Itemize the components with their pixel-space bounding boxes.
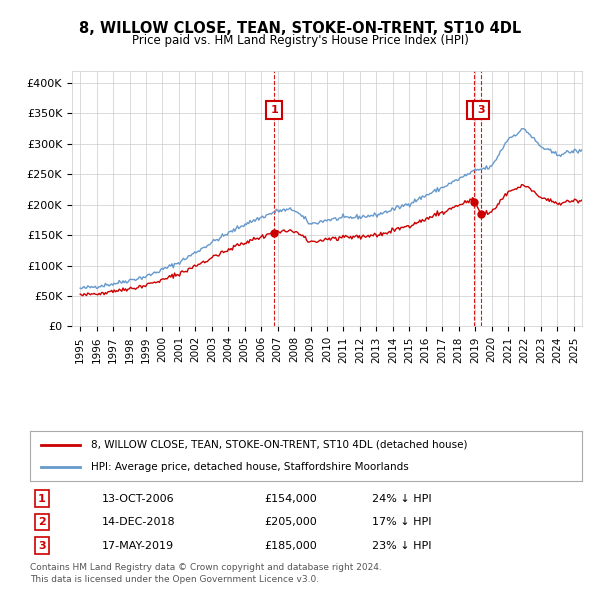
Text: 3: 3 (478, 106, 485, 116)
Text: 17-MAY-2019: 17-MAY-2019 (102, 541, 174, 550)
Text: £185,000: £185,000 (264, 541, 317, 550)
Text: £205,000: £205,000 (264, 517, 317, 527)
Text: 23% ↓ HPI: 23% ↓ HPI (372, 541, 431, 550)
Text: 1: 1 (271, 106, 278, 116)
Text: 13-OCT-2006: 13-OCT-2006 (102, 494, 175, 503)
Text: 2: 2 (470, 106, 478, 116)
Text: £154,000: £154,000 (264, 494, 317, 503)
Text: 1: 1 (38, 494, 46, 503)
Text: 17% ↓ HPI: 17% ↓ HPI (372, 517, 431, 527)
Text: 3: 3 (38, 541, 46, 550)
Text: 2: 2 (38, 517, 46, 527)
Text: HPI: Average price, detached house, Staffordshire Moorlands: HPI: Average price, detached house, Staf… (91, 462, 409, 472)
Text: 24% ↓ HPI: 24% ↓ HPI (372, 494, 431, 503)
Text: 8, WILLOW CLOSE, TEAN, STOKE-ON-TRENT, ST10 4DL (detached house): 8, WILLOW CLOSE, TEAN, STOKE-ON-TRENT, S… (91, 440, 467, 450)
Text: 14-DEC-2018: 14-DEC-2018 (102, 517, 176, 527)
Text: Price paid vs. HM Land Registry's House Price Index (HPI): Price paid vs. HM Land Registry's House … (131, 34, 469, 47)
Text: 8, WILLOW CLOSE, TEAN, STOKE-ON-TRENT, ST10 4DL: 8, WILLOW CLOSE, TEAN, STOKE-ON-TRENT, S… (79, 21, 521, 35)
Text: This data is licensed under the Open Government Licence v3.0.: This data is licensed under the Open Gov… (30, 575, 319, 584)
Text: Contains HM Land Registry data © Crown copyright and database right 2024.: Contains HM Land Registry data © Crown c… (30, 563, 382, 572)
